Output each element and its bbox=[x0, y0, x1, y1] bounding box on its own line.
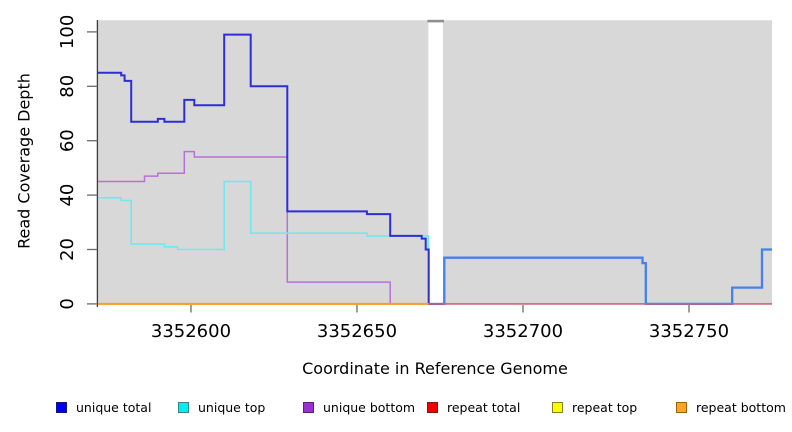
legend-swatch bbox=[552, 402, 563, 413]
legend-swatch bbox=[676, 402, 687, 413]
x-axis-title: Coordinate in Reference Genome bbox=[302, 359, 568, 378]
legend-item-repeat-bottom: repeat bottom bbox=[676, 400, 786, 415]
y-tick-label: 20 bbox=[57, 238, 78, 261]
legend-item-repeat-total: repeat total bbox=[427, 400, 521, 415]
gap-top-cap bbox=[427, 19, 444, 23]
legend-label: repeat total bbox=[447, 400, 521, 415]
legend-swatch bbox=[303, 402, 314, 413]
legend-label: unique top bbox=[198, 400, 266, 415]
y-axis-title: Read Coverage Depth bbox=[14, 73, 34, 249]
legend-item-unique-top: unique top bbox=[178, 400, 266, 415]
series-unique-top bbox=[98, 180, 443, 305]
y-tick-label: 40 bbox=[57, 184, 78, 207]
legend-swatch bbox=[56, 402, 67, 413]
series-unique-bottom bbox=[98, 150, 429, 305]
legend-swatch bbox=[178, 402, 189, 413]
y-tick-label: 100 bbox=[57, 15, 78, 49]
series-unique-total bbox=[443, 248, 772, 306]
no-data-gap bbox=[428, 20, 443, 305]
legend-item-repeat-top: repeat top bbox=[552, 400, 638, 415]
legend-swatch bbox=[427, 402, 438, 413]
chart-canvas: 0 20 40 60 80 100 3352600 3352650 3352700 3352750 bbox=[57, 15, 772, 342]
legend-item-unique-total: unique total bbox=[56, 400, 152, 415]
y-tick-label: 80 bbox=[57, 75, 78, 98]
series-unique-total bbox=[98, 33, 444, 305]
chart-legend: unique total unique top unique bottom repea… bbox=[0, 0, 792, 415]
y-tick-label: 0 bbox=[57, 298, 78, 309]
x-tick-label: 3352700 bbox=[483, 321, 563, 342]
legend-label: repeat top bbox=[572, 400, 638, 415]
x-tick-label: 3352650 bbox=[317, 321, 397, 342]
legend-label: unique bottom bbox=[323, 400, 416, 415]
y-tick-label: 60 bbox=[57, 129, 78, 152]
x-tick-label: 3352600 bbox=[151, 321, 231, 342]
legend-label: repeat bottom bbox=[696, 400, 786, 415]
legend-label: unique total bbox=[76, 400, 152, 415]
x-tick-label: 3352750 bbox=[649, 321, 729, 342]
legend-item-unique-bottom: unique bottom bbox=[303, 400, 416, 415]
